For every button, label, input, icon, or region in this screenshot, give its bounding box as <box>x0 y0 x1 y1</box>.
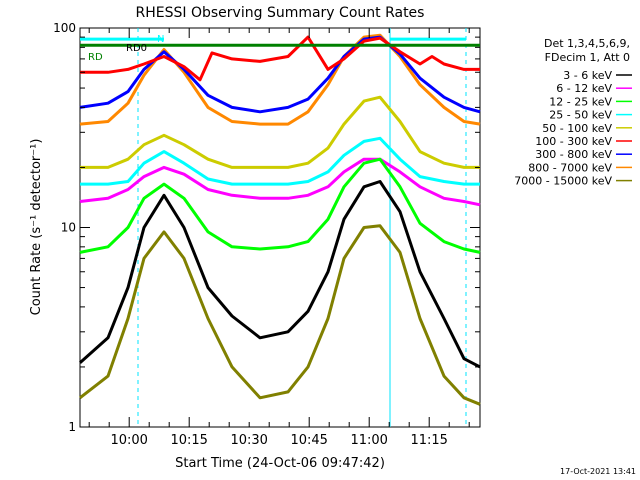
x-tick-label: 10:15 <box>170 433 207 448</box>
x-tick-label: 10:45 <box>290 433 327 448</box>
series-line <box>79 157 481 254</box>
y-tick-label: 100 <box>53 21 76 35</box>
generation-timestamp: 17-Oct-2021 13:41 <box>560 467 636 476</box>
y-tick-label: 1 <box>68 420 76 434</box>
chart-title: RHESSI Observing Summary Count Rates <box>136 5 425 21</box>
grid-layer <box>137 28 467 427</box>
series-line <box>79 33 481 126</box>
y-axis-ticks: 1 10 100 <box>53 21 480 434</box>
y-axis-label: Count Rate (s⁻¹ detector⁻¹) <box>29 139 44 316</box>
legend-header-line-2: FDecim 1, Att 0 <box>545 51 630 64</box>
x-tick-label: 10:00 <box>110 433 147 448</box>
legend-entry-label: 6 - 12 keV <box>556 82 612 95</box>
plot-frame <box>79 27 481 428</box>
series-line <box>80 95 480 169</box>
x-tick-label: 10:30 <box>230 433 267 448</box>
flag-label: RD <box>88 52 103 63</box>
legend-header-line-1: Det 1,3,4,5,6,9, <box>544 37 630 50</box>
flag-layer: RD0 N RD <box>80 34 480 63</box>
series-line <box>80 136 480 186</box>
x-axis-label: Start Time (24-Oct-06 09:47:42) <box>175 456 385 471</box>
legend-entry-label: 800 - 7000 keV <box>528 161 612 174</box>
legend-entry-label: 3 - 6 keV <box>563 69 612 82</box>
legend-entry-label: 12 - 25 keV <box>549 95 612 108</box>
series-line <box>80 35 480 82</box>
series-line <box>79 35 481 114</box>
series-line <box>79 180 481 369</box>
legend-entry-label: 7000 - 15000 keV <box>514 175 612 188</box>
x-axis-ticks: 10:00 10:15 10:30 10:45 11:00 11:15 <box>88 28 470 448</box>
series-layer <box>79 33 481 406</box>
legend-entry-label: 300 - 800 keV <box>535 148 612 161</box>
series-line <box>79 224 481 406</box>
x-tick-label: 11:00 <box>350 433 387 448</box>
legend-entry-label: 25 - 50 keV <box>549 109 612 122</box>
flag-label: N <box>157 34 164 45</box>
legend-entry-label: 100 - 300 keV <box>535 135 612 148</box>
x-tick-label: 11:15 <box>410 433 447 448</box>
y-tick-label: 10 <box>61 221 76 235</box>
flag-label: RD0 <box>126 43 147 54</box>
series-line <box>79 157 481 207</box>
legend-entry-label: 50 - 100 keV <box>542 122 612 135</box>
